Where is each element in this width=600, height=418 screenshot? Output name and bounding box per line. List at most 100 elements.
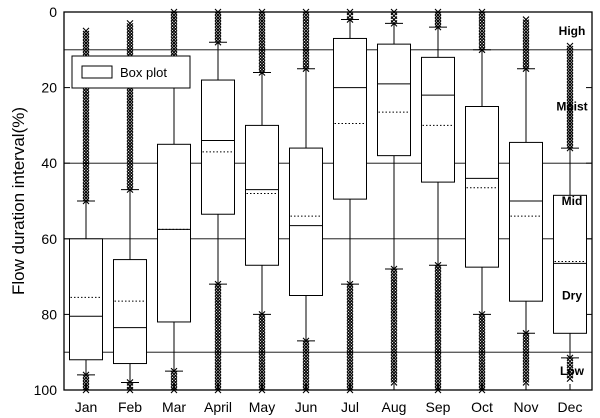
outlier-marker: [478, 380, 486, 388]
outlier-marker: [302, 374, 310, 382]
outlier-marker: [214, 365, 222, 373]
outlier-marker: [214, 335, 222, 342]
outlier-marker: [214, 14, 222, 22]
outlier-marker: [346, 338, 354, 346]
outlier-marker: [170, 14, 178, 22]
outlier-marker: [434, 292, 442, 300]
outlier-marker: [82, 380, 90, 388]
outlier-marker: [82, 33, 90, 41]
outlier-marker: [170, 33, 178, 41]
outlier-marker: [346, 344, 354, 352]
outlier-marker: [302, 362, 310, 369]
outlier-marker: [214, 347, 222, 355]
outlier-marker: [82, 130, 90, 138]
outlier-marker: [214, 338, 222, 346]
outlier-marker: [170, 11, 178, 19]
outlier-marker: [434, 347, 442, 354]
outlier-marker: [302, 355, 310, 363]
outlier-marker: [126, 22, 134, 30]
outlier-marker: [434, 286, 442, 293]
outlier-marker: [126, 125, 134, 133]
outlier-marker: [390, 305, 398, 313]
y-axis-ticks: 0 20 40 60 80 100: [34, 4, 592, 398]
outlier-marker: [434, 274, 442, 281]
outlier-marker: [478, 36, 486, 44]
outlier-marker: [566, 72, 574, 80]
outlier-marker: [566, 45, 574, 53]
outlier-marker: [434, 337, 442, 345]
legend: Box plot: [71, 55, 191, 89]
outlier-marker: [566, 93, 574, 101]
outlier-marker: [214, 32, 222, 40]
outlier-marker: [258, 377, 266, 385]
outlier-marker: [390, 342, 398, 350]
outlier-marker: [566, 84, 574, 92]
outlier-marker: [82, 48, 90, 56]
outlier-marker: [566, 114, 574, 122]
outlier-marker: [434, 301, 442, 309]
outlier-marker: [478, 359, 486, 367]
outlier-marker: [126, 168, 134, 175]
x-tick-label: May: [249, 399, 275, 415]
outlier-marker: [390, 284, 398, 291]
outlier-marker: [126, 159, 134, 166]
outlier-marker: [126, 143, 134, 151]
outlier-marker: [434, 264, 442, 272]
x-tick-label: Sep: [426, 399, 451, 415]
outlier-marker: [390, 320, 398, 328]
outlier-marker: [390, 336, 398, 343]
outlier-marker: [170, 24, 178, 31]
outlier-marker: [126, 92, 134, 100]
outlier-marker: [214, 314, 222, 321]
outlier-marker: [214, 350, 222, 358]
outlier-marker: [434, 380, 442, 388]
outlier-marker: [478, 371, 486, 379]
outlier-marker: [82, 136, 90, 144]
outlier-marker: [566, 60, 574, 68]
outlier-marker: [214, 344, 222, 352]
outlier-marker: [390, 290, 398, 297]
outlier-marker: [258, 14, 266, 22]
outlier-marker: [390, 339, 398, 346]
outlier-marker: [566, 375, 574, 383]
outlier-marker: [258, 344, 266, 352]
outlier-marker: [346, 371, 354, 379]
outlier-marker: [522, 336, 530, 343]
y-tick-label: 20: [41, 80, 57, 96]
outlier-marker: [214, 311, 222, 318]
outlier-marker: [522, 366, 530, 374]
outlier-marker: [522, 360, 530, 368]
outlier-marker: [566, 108, 574, 116]
outlier-marker: [390, 363, 398, 371]
outlier-marker: [478, 317, 486, 324]
outlier-marker: [434, 365, 442, 373]
outlier-marker: [478, 332, 486, 339]
outlier-marker: [566, 66, 574, 74]
outlier-marker: [478, 347, 486, 355]
outlier-marker: [82, 152, 90, 159]
outlier-marker: [302, 365, 310, 372]
outlier-marker: [566, 123, 574, 131]
outlier-marker: [434, 11, 442, 19]
outlier-marker: [478, 353, 486, 361]
x-tick-label: Mar: [162, 399, 186, 415]
outlier-marker: [214, 323, 222, 330]
outlier-marker: [126, 38, 134, 45]
outlier-marker: [566, 51, 574, 59]
outlier-marker: [478, 356, 486, 364]
outlier-marker: [82, 164, 90, 171]
outlier-marker: [478, 24, 486, 32]
outlier-marker: [522, 379, 530, 386]
outlier-marker: [522, 19, 530, 27]
outlier-marker: [390, 354, 398, 362]
outlier-marker: [478, 341, 486, 349]
x-tick-label: Nov: [514, 399, 539, 415]
outlier-marker: [302, 380, 310, 388]
outlier-marker: [82, 109, 90, 117]
outlier-marker: [258, 365, 266, 373]
box-plot-boxes: [69, 19, 587, 383]
outlier-marker: [214, 353, 222, 361]
outlier-marker: [434, 331, 442, 339]
outlier-marker: [258, 380, 266, 388]
